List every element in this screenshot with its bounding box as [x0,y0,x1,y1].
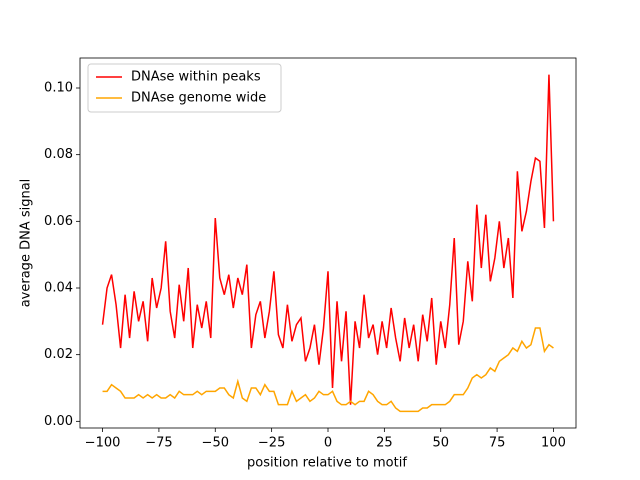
y-tick-label: 0.02 [44,347,73,362]
line-series [102,327,554,413]
y-tick-label: 0.00 [44,414,73,429]
y-tick-label: 0.06 [44,214,73,229]
x-tick-label: −75 [145,436,172,451]
y-tick-label: 0.08 [44,147,73,162]
y-tick-label: 0.04 [44,281,73,296]
y-axis-label: average DNA signal [19,179,34,308]
x-tick-label: −50 [202,436,229,451]
x-tick-label: 25 [376,436,393,451]
x-tick-label: 100 [541,436,566,451]
x-tick-label: −100 [85,436,121,451]
y-tick-label: 0.10 [44,81,73,96]
x-axis-label: position relative to motif [247,456,407,471]
x-tick-label: 75 [489,436,506,451]
legend-label: DNAse genome wide [131,91,266,106]
x-tick-label: 0 [324,436,332,451]
legend-label: DNAse within peaks [131,70,261,85]
x-tick-label: 50 [432,436,449,451]
line-series [101,74,555,405]
legend-box [87,63,282,113]
x-tick-label: −25 [258,436,285,451]
